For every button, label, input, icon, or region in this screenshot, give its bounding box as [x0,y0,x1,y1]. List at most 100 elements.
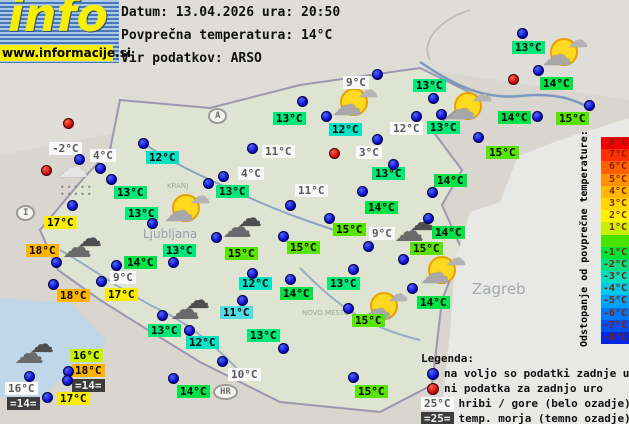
station-label: 14°C [177,385,210,398]
sun-icon [550,38,578,66]
scale-band: 1°C [601,222,629,235]
sun-icon [340,88,368,116]
station-dot-blue [388,159,399,170]
dark-cloud-icon: ☁ [30,330,54,358]
station-label: 13°C [413,79,446,92]
cloud-icon: ☁ [420,256,450,291]
station-dot-blue [533,65,544,76]
dot-red-marker [427,382,439,395]
station-label: 16°C [5,382,38,395]
station-dot-blue [532,111,543,122]
cloud-icon: ☁ [446,246,466,270]
station-label: 15°C [352,314,385,327]
legend-item-text: ni podatka za zadnjo uro [444,382,603,395]
scale-band: -4°C [601,283,629,296]
station-label: 12°C [186,336,219,349]
station-dot-blue [297,96,308,107]
city-label: Zagreb [472,280,526,298]
station-label: 13°C [247,329,280,342]
station-dot-blue [278,231,289,242]
station-label: 14°C [432,226,465,239]
station-dot-blue [247,143,258,154]
station-label: 18°C [72,364,105,377]
city-label: NOVO MESTO [302,309,350,317]
header-avg-temp-line: Povprečna temperatura: 14°C [121,28,333,43]
cloud-icon: ☁ [332,88,362,123]
station-dot-blue [24,371,35,382]
scale-band: 4°C [601,185,629,198]
cloud-icon: ☁ [164,194,194,229]
station-dot-blue [357,186,368,197]
weather-icon-suncloud: ☁ ☁ [542,28,596,78]
station-dot-blue [168,257,179,268]
site-logo[interactable]: info www.informacije.si [0,0,131,63]
station-label: 18°C [57,289,90,302]
scale-band: -2°C [601,258,629,272]
scale-band [601,234,629,247]
station-dot-blue [321,111,332,122]
logo-site-url[interactable]: www.informacije.si [0,45,131,61]
scale-band: 7°C [601,149,629,162]
station-label: 13°C [114,186,147,199]
station-label: 15°C [333,223,366,236]
station-label: 18°C [26,244,59,257]
legend-item-text: na voljo so podatki zadnje ure [444,367,629,380]
dark-cloud-icon: ☁ [186,286,210,314]
legend-item: =25= temp. morja (temno ozadje) [421,411,629,424]
station-label: -2°C [49,142,82,155]
station-dot-blue [147,218,158,229]
station-dot-blue [51,257,62,268]
station-label: 9°C [343,76,369,89]
station-label: =14= [72,379,105,392]
station-label: 16°C [70,349,103,362]
weather-icon-cloud: ☁ ☁ [222,204,278,256]
legend-title: Legenda: [421,352,474,365]
box-white-marker: 25°C [421,397,454,410]
station-label: 17°C [44,216,77,229]
dot-blue-marker [427,367,439,380]
cloud-icon: ☁ [14,336,44,371]
station-label: 13°C [273,112,306,125]
station-label: 13°C [163,244,196,257]
scale-band: 8°C [601,137,629,150]
station-label: 15°C [556,112,589,125]
station-label: 14°C [434,174,467,187]
scale-band: -3°C [601,271,629,284]
dark-cloud-icon: ☁ [78,224,102,252]
station-dot-blue [74,154,85,165]
station-label: 13°C [372,167,405,180]
station-dot-blue [348,372,359,383]
station-label: 12°C [329,123,362,136]
station-dot-blue [211,232,222,243]
station-label: 14°C [417,296,450,309]
header-date-line: Datum: 13.04.2026 ura: 20:50 [121,5,341,20]
station-dot-blue [348,264,359,275]
station-label: 14°C [365,201,398,214]
sun-icon [454,92,482,120]
cloud-icon: ☁ [568,28,588,52]
weather-icon-cloud: ☁ ☁ [62,224,118,276]
weather-icon-suncloud: ☁ ☁ [332,78,386,128]
station-label: 14°C [124,256,157,269]
city-label: KRANJ [167,182,189,190]
city-label: Ljubljana [143,227,198,241]
station-label: 13°C [125,207,158,220]
cloud-icon: ☁ [388,282,408,306]
scale-band: 3°C [601,197,629,211]
station-dot-blue [67,200,78,211]
station-dot-blue [111,260,122,271]
station-dot-blue [203,178,214,189]
station-dot-red [508,74,519,85]
legend-box: Legenda: na voljo so podatki zadnje ure n… [421,351,629,424]
map-header: Datum: 13.04.2026 ura: 20:50 Povprečna t… [121,5,340,74]
scale-band: 6°C [601,161,629,174]
station-label: 15°C [287,241,320,254]
station-label: 11°C [295,184,328,197]
station-label: 13°C [148,324,181,337]
legend-item-text: temp. morja (temno ozadje) [458,412,629,424]
dark-cloud-icon: ☁ [238,204,262,232]
station-label: 15°C [225,247,258,260]
station-dot-blue [517,28,528,39]
station-label: 15°C [486,146,519,159]
